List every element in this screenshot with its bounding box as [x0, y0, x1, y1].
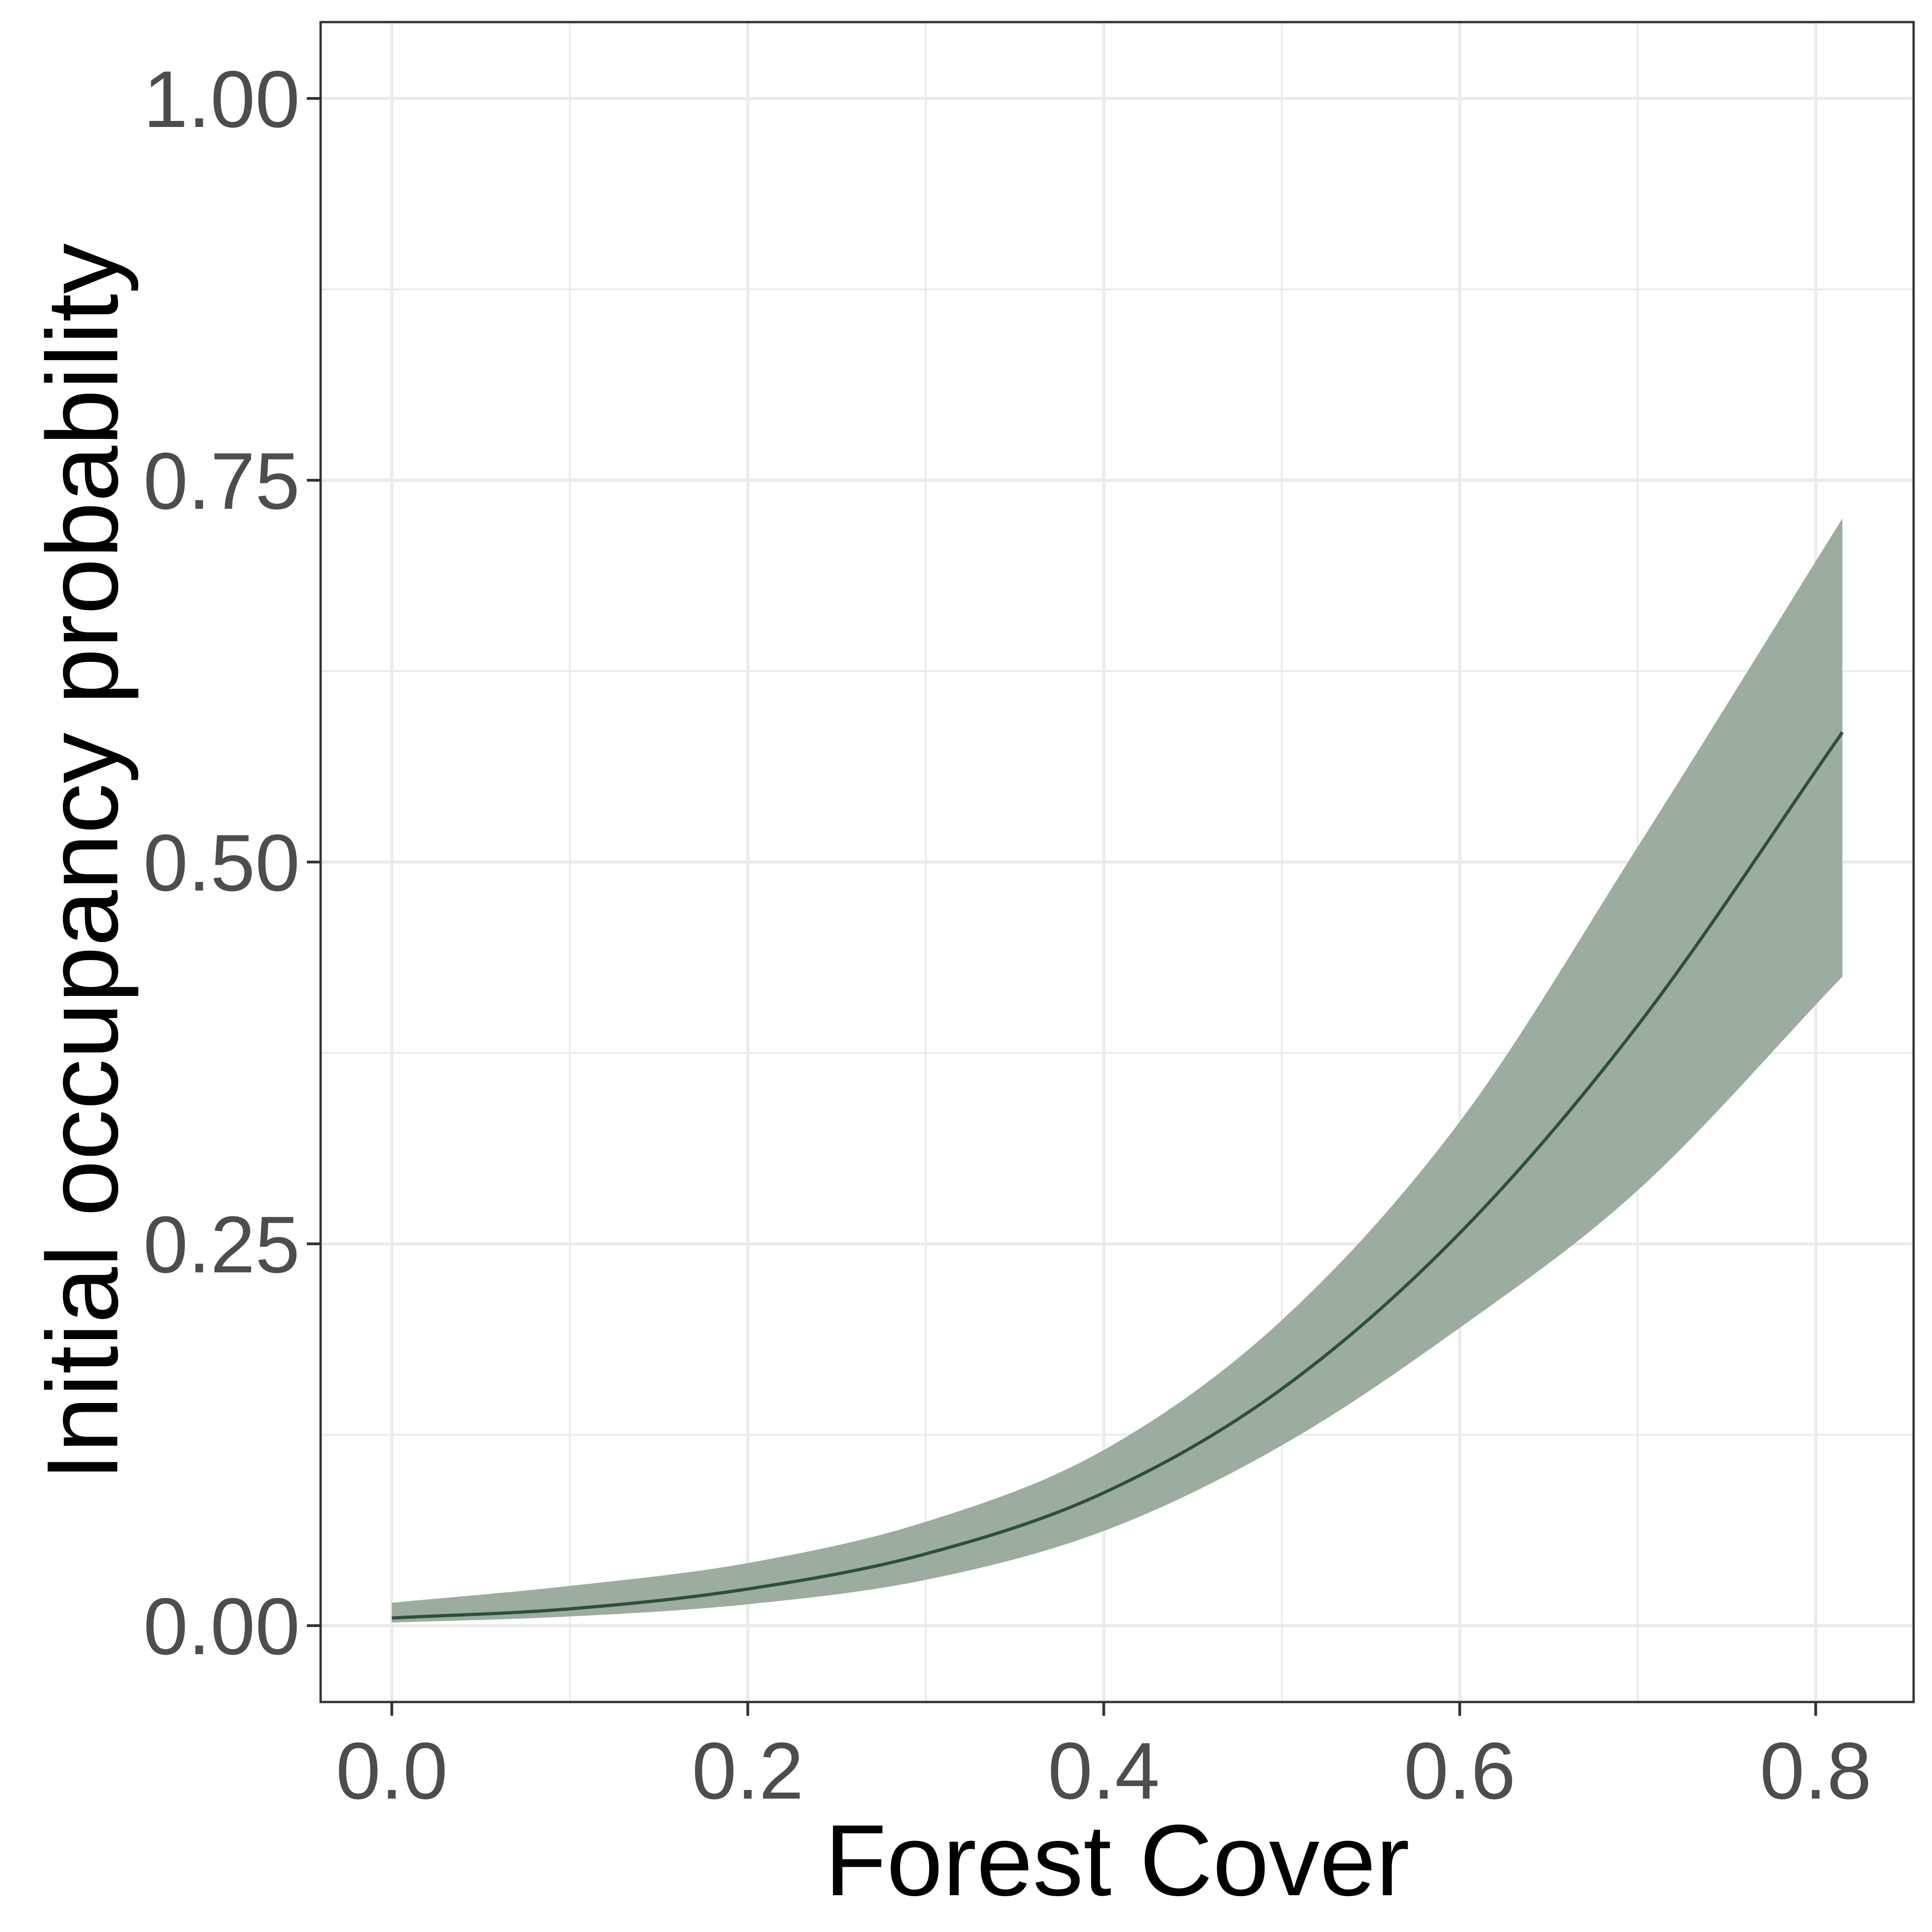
x-tick-label: 0.6 — [1404, 1726, 1516, 1816]
x-tick-label: 0.4 — [1048, 1726, 1160, 1816]
y-tick-label: 0.00 — [143, 1582, 300, 1672]
x-tick-label: 0.0 — [336, 1726, 448, 1816]
x-tick-label: 0.8 — [1760, 1726, 1872, 1816]
confidence-ribbon — [391, 518, 1843, 1623]
y-axis-ticks: 0.00 0.25 0.50 0.75 1.00 — [143, 55, 321, 1672]
y-tick-label: 0.25 — [143, 1200, 300, 1290]
y-tick-label: 1.00 — [143, 55, 300, 144]
y-tick-label: 0.75 — [143, 437, 300, 526]
x-tick-label: 0.2 — [692, 1726, 804, 1816]
y-axis-title: Initial occupancy probability — [26, 243, 139, 1481]
y-tick-label: 0.50 — [143, 818, 300, 908]
grid-lines — [321, 22, 1914, 1702]
fitted-line — [391, 731, 1844, 1620]
x-axis-ticks: 0.0 0.2 0.4 0.6 0.8 — [336, 1702, 1872, 1816]
x-axis-title: Forest Cover — [825, 1804, 1409, 1917]
